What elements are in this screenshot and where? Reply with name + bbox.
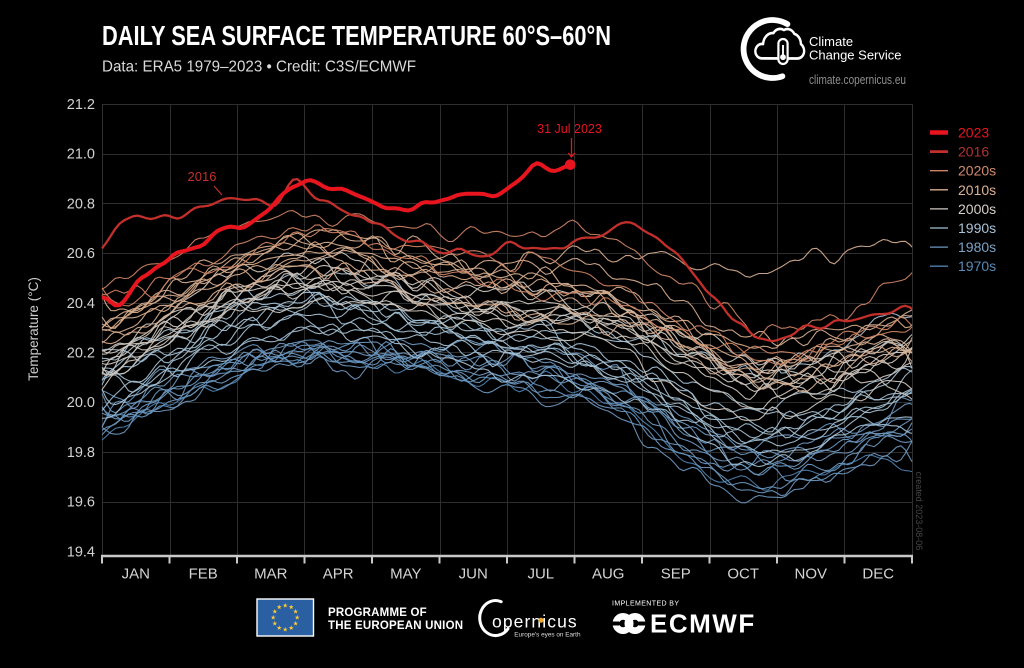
svg-text:20.8: 20.8 [67, 196, 95, 212]
svg-text:created 2023-08-06: created 2023-08-06 [914, 472, 924, 551]
svg-text:20.6: 20.6 [67, 246, 95, 262]
svg-text:DEC: DEC [862, 566, 894, 583]
svg-text:NOV: NOV [795, 566, 828, 583]
svg-text:SEP: SEP [661, 566, 691, 583]
svg-text:APR: APR [323, 566, 354, 583]
svg-text:ECMWF: ECMWF [650, 609, 756, 639]
svg-text:AUG: AUG [592, 566, 625, 583]
svg-text:Europe's eyes on Earth: Europe's eyes on Earth [514, 632, 581, 639]
svg-text:19.6: 19.6 [67, 495, 95, 511]
svg-text:FEB: FEB [189, 566, 218, 583]
svg-text:JUN: JUN [459, 566, 488, 583]
svg-text:Climate: Climate [809, 34, 853, 49]
svg-text:OCT: OCT [727, 566, 759, 583]
svg-text:Data: ERA5 1979–2023 • Credit:: Data: ERA5 1979–2023 • Credit: C3S/ECMWF [102, 59, 416, 76]
svg-text:2023: 2023 [958, 125, 989, 141]
svg-text:1990s: 1990s [958, 220, 996, 236]
svg-text:2000s: 2000s [958, 201, 996, 217]
svg-text:Change Service: Change Service [809, 48, 902, 63]
svg-text:2016: 2016 [188, 169, 217, 184]
svg-text:MAR: MAR [254, 566, 288, 583]
svg-text:21.0: 21.0 [67, 147, 95, 163]
svg-text:2010s: 2010s [958, 182, 996, 198]
svg-text:Temperature (°C): Temperature (°C) [26, 277, 41, 381]
svg-text:JUL: JUL [527, 566, 554, 583]
svg-text:19.4: 19.4 [67, 545, 95, 561]
svg-text:21.2: 21.2 [67, 97, 95, 113]
svg-text:PROGRAMME OF: PROGRAMME OF [328, 607, 427, 619]
svg-text:THE EUROPEAN UNION: THE EUROPEAN UNION [328, 620, 463, 632]
svg-text:31 Jul 2023: 31 Jul 2023 [537, 122, 602, 136]
svg-text:20.0: 20.0 [67, 395, 95, 411]
svg-text:opernicus: opernicus [492, 612, 578, 632]
svg-text:IMPLEMENTED BY: IMPLEMENTED BY [612, 601, 679, 608]
svg-text:climate.copernicus.eu: climate.copernicus.eu [809, 72, 906, 87]
svg-text:MAY: MAY [390, 566, 421, 583]
svg-text:JAN: JAN [122, 566, 150, 583]
svg-text:1980s: 1980s [958, 239, 996, 255]
svg-text:20.4: 20.4 [67, 296, 95, 312]
svg-text:20.2: 20.2 [67, 346, 95, 362]
svg-text:DAILY SEA SURFACE TEMPERATURE: DAILY SEA SURFACE TEMPERATURE 60°S–60°N [102, 20, 611, 51]
svg-text:2016: 2016 [958, 144, 989, 160]
svg-text:19.8: 19.8 [67, 445, 95, 461]
svg-text:1970s: 1970s [958, 258, 996, 274]
svg-text:2020s: 2020s [958, 163, 996, 179]
